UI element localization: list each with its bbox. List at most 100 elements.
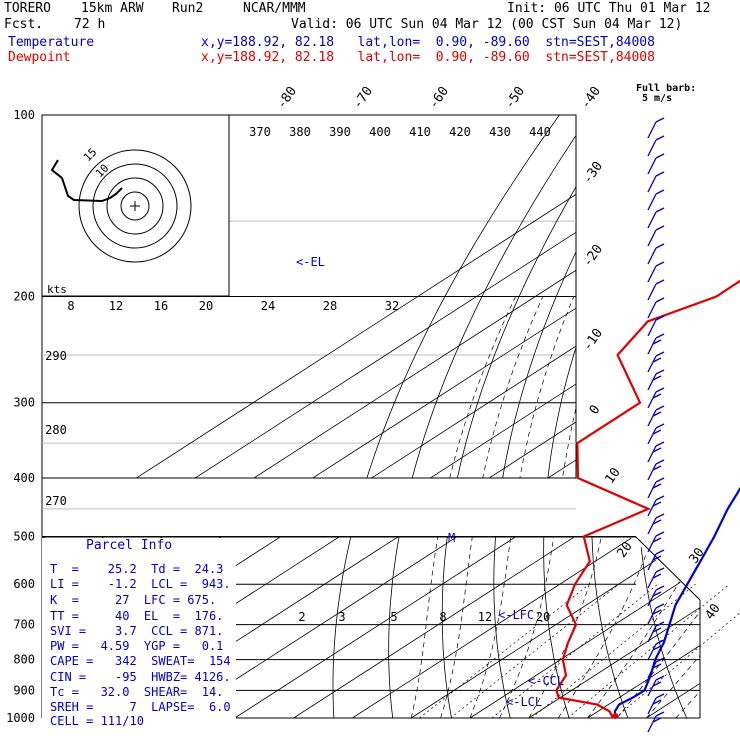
wind-barb-flag xyxy=(652,357,662,363)
isotherm-line xyxy=(646,115,700,718)
wind-barb-flag xyxy=(655,225,665,231)
hodograph-ring xyxy=(92,163,178,249)
wind-barb-flag xyxy=(655,279,665,285)
wind-barb-shaft xyxy=(647,607,657,625)
moist-adiabat-line xyxy=(705,297,740,719)
mixing-ratio-label-lower: 12 xyxy=(478,610,492,624)
wind-barb-flag xyxy=(652,375,662,381)
wind-barb-flag xyxy=(655,639,665,645)
isotherm-line xyxy=(234,115,700,718)
parcel-row: T = 25.2 Td = 24.3 xyxy=(50,562,224,576)
parcel-info-title: Parcel Info xyxy=(86,538,173,553)
parcel-row: SVI = 3.7 CCL = 871. xyxy=(50,624,224,638)
mixing-ratio-label: 16 xyxy=(154,299,168,313)
parcel-row: PW = 4.59 YGP = 0.1 xyxy=(50,639,224,653)
wind-barb xyxy=(647,711,665,733)
header-run: Run2 xyxy=(172,1,204,16)
dewpoint-line xyxy=(555,279,740,719)
wind-barb-flag xyxy=(652,429,662,435)
theta-label: 280 xyxy=(45,423,67,437)
wind-barb-flag xyxy=(655,315,665,321)
mixing-ratio-line xyxy=(450,583,620,719)
right-temp-tick-label: 20 xyxy=(614,539,635,560)
mixing-ratio-label-lower: 3 xyxy=(338,610,345,624)
pressure-tick-label: 200 xyxy=(13,290,35,304)
wind-barb xyxy=(647,639,665,661)
pressure-tick-label: 600 xyxy=(13,577,35,591)
full-barb-units: 5 m/s xyxy=(642,93,673,104)
theta-e-label: 420 xyxy=(449,125,471,139)
moist-adiabat-line xyxy=(469,296,575,718)
wind-barb-flag xyxy=(655,495,665,501)
theta-e-label: 400 xyxy=(369,125,391,139)
pressure-tick-label: 300 xyxy=(13,396,35,410)
wind-barb-shaft xyxy=(647,265,657,283)
wind-barb-shaft xyxy=(647,355,657,373)
hodograph-ring xyxy=(106,177,164,235)
top-temp-tick-label: -80 xyxy=(274,84,300,112)
wind-barb xyxy=(647,549,665,571)
parcel-row: LI = -1.2 LCL = 943. xyxy=(50,577,231,591)
wind-barb-flag xyxy=(655,387,665,393)
theta-e-label: 370 xyxy=(249,125,271,139)
wind-barb-flag xyxy=(652,609,662,615)
wind-barb-shaft xyxy=(647,535,657,553)
wind-barb xyxy=(647,531,665,553)
pressure-tick-label: 100 xyxy=(13,108,35,122)
wind-barb xyxy=(647,297,665,319)
wind-barb-flag xyxy=(655,297,665,303)
dry-adiabat-line xyxy=(493,115,652,718)
wind-barb xyxy=(647,441,665,463)
full-barb-legend: Full barb: 5 m/s xyxy=(636,84,696,104)
wind-barb xyxy=(647,135,665,157)
wind-barb-shaft xyxy=(647,589,657,607)
mixing-ratio-line xyxy=(531,583,696,719)
top-temp-tick-label: -40 xyxy=(578,84,604,112)
marker-label: M xyxy=(448,531,455,545)
legend-dewpoint: Dewpoint xyxy=(8,50,71,65)
dry-adiabat-lines xyxy=(332,115,700,718)
header-valid: Valid: 06 UTC Sun 04 Mar 12 (00 CST Sun … xyxy=(291,17,683,32)
wind-barb xyxy=(647,225,665,247)
wind-barb xyxy=(647,621,665,643)
pressure-tick-label: 900 xyxy=(13,683,35,697)
wind-barb-flag xyxy=(655,657,665,663)
wind-barb xyxy=(647,693,665,715)
wind-barb-flag xyxy=(652,393,662,399)
wind-barb xyxy=(647,351,665,373)
theta-label: 290 xyxy=(45,349,67,363)
wind-barb-shaft xyxy=(647,211,657,229)
wind-barb xyxy=(647,117,665,139)
wind-barb-flag xyxy=(652,411,662,417)
series-lines xyxy=(555,279,740,719)
wind-barb xyxy=(647,153,665,175)
mixing-ratio-label-lower: 2 xyxy=(298,610,305,624)
wind-barb-shaft xyxy=(647,247,657,265)
wind-barb-shaft xyxy=(647,121,657,139)
axis-labels: -80 -70 -60 -50 -40 -30 -20 -10 0 10 20 30 40 370 380 3… xyxy=(45,84,724,624)
wind-barb-flag xyxy=(652,645,662,651)
wind-barb xyxy=(647,243,665,265)
wind-barb-shaft xyxy=(647,139,657,157)
full-barb-label: Full barb: xyxy=(636,83,697,94)
moist-adiabat-line xyxy=(616,296,700,718)
mixing-ratio-line xyxy=(419,583,590,719)
parcel-row: CAPE = 342 SWEAT= 154 xyxy=(50,654,231,668)
level-label: <-CCL xyxy=(528,674,564,688)
header-fcst-label: Fcst. xyxy=(4,17,44,32)
right-temp-tick-label: -20 xyxy=(580,242,606,270)
parcel-row: SREH = 7 LAPSE= 6.0 xyxy=(50,700,231,714)
wind-barb-flag xyxy=(655,477,665,483)
wind-barb-shaft xyxy=(647,283,657,301)
dry-adiabat-line xyxy=(441,115,621,718)
top-temp-tick-label: -50 xyxy=(502,84,528,112)
wind-barb-flag xyxy=(655,189,665,195)
hodograph-ring xyxy=(120,191,150,221)
header-resolution: 15km ARW xyxy=(81,1,144,16)
wind-barb-flag xyxy=(655,351,665,357)
wind-barb-flag xyxy=(655,243,665,249)
wind-barb-shaft xyxy=(647,337,657,355)
wind-barb xyxy=(647,207,665,229)
header-org: NCAR/MMM xyxy=(243,1,306,16)
loc-line-temperature: x,y=188.92, 82.18 lat,lon= 0.90, -89.60 … xyxy=(201,35,655,50)
